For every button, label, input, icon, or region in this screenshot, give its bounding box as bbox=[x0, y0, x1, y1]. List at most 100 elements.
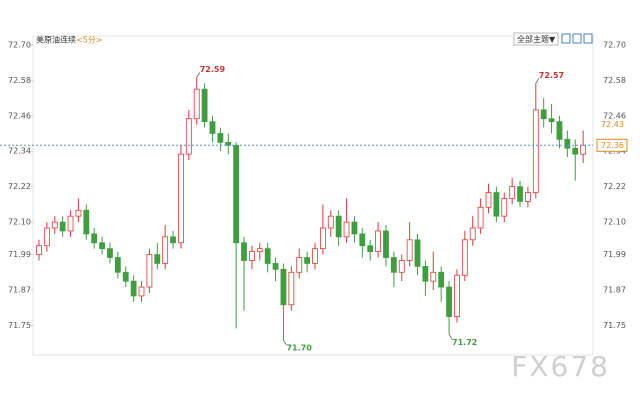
candle-body bbox=[43, 227, 50, 247]
candle-body bbox=[193, 88, 200, 120]
candle-body bbox=[296, 257, 303, 273]
watermark: FX678 bbox=[511, 350, 610, 383]
theme-button-label[interactable]: 全部主题▼ bbox=[517, 34, 556, 44]
candle-body bbox=[217, 133, 224, 143]
annotation: 71.70 bbox=[286, 344, 312, 353]
candle-body bbox=[319, 227, 326, 250]
candle-body bbox=[406, 239, 413, 261]
candle-body bbox=[367, 245, 374, 253]
candle-body bbox=[233, 144, 240, 244]
y-tick-label-right: 71.99 bbox=[603, 250, 626, 259]
candle-body bbox=[99, 242, 105, 250]
annotation-pointer bbox=[283, 340, 287, 346]
candle-body bbox=[556, 121, 563, 140]
candle-body bbox=[422, 265, 429, 282]
ma-price-label: 72.43 bbox=[601, 120, 624, 129]
candle-body bbox=[209, 121, 216, 134]
last-price-box bbox=[596, 138, 628, 152]
candle-body bbox=[390, 257, 397, 273]
candle-body bbox=[548, 118, 555, 123]
candle-body bbox=[351, 221, 358, 235]
y-tick-label: 72.46 bbox=[8, 111, 31, 120]
symbol: 美原油连续 bbox=[36, 35, 76, 45]
candle-body bbox=[414, 239, 421, 267]
y-tick-label-right: 72.10 bbox=[603, 218, 626, 227]
candle-body bbox=[572, 147, 579, 155]
annotation-pointer bbox=[535, 78, 540, 84]
candle-body bbox=[170, 236, 176, 244]
candle-body bbox=[501, 198, 508, 217]
candle-body bbox=[51, 221, 58, 229]
candle-body bbox=[67, 215, 74, 232]
candle-body bbox=[59, 221, 66, 232]
candle-body bbox=[509, 186, 516, 199]
annotation-pointer bbox=[448, 334, 453, 340]
candle-body bbox=[36, 245, 42, 255]
candle-body bbox=[469, 227, 476, 241]
candle-body bbox=[264, 248, 271, 264]
last-price-label: 72.36 bbox=[601, 141, 624, 150]
candle-body bbox=[83, 209, 90, 235]
y-tick-label-right: 72.46 bbox=[603, 111, 626, 120]
candle-body bbox=[359, 233, 366, 247]
zoom-in[interactable] bbox=[561, 33, 571, 44]
candle-body bbox=[288, 271, 295, 306]
candle-body bbox=[138, 286, 145, 297]
candle-body bbox=[327, 215, 334, 229]
theme-button[interactable] bbox=[513, 32, 559, 46]
period: <5分> bbox=[76, 36, 103, 45]
y-tick-label: 71.99 bbox=[8, 250, 31, 259]
y-tick-label: 71.75 bbox=[8, 321, 31, 330]
candle-body bbox=[249, 251, 255, 261]
y-tick-label-right: 72.70 bbox=[603, 40, 626, 49]
y-tick-label: 72.22 bbox=[8, 182, 31, 191]
candle-body bbox=[517, 186, 523, 202]
candle-body bbox=[564, 138, 571, 149]
y-tick-label: 72.58 bbox=[8, 76, 31, 85]
candle-body bbox=[272, 263, 279, 270]
candle-body bbox=[398, 260, 405, 273]
settings[interactable] bbox=[583, 33, 593, 44]
candle-body bbox=[493, 192, 500, 217]
candle-body bbox=[477, 206, 484, 229]
candle-body bbox=[383, 230, 389, 258]
candle-body bbox=[438, 271, 445, 288]
y-tick-label-right: 72.58 bbox=[603, 76, 626, 85]
candle-body bbox=[304, 257, 311, 264]
candle-body bbox=[540, 109, 547, 120]
candle-body bbox=[446, 286, 452, 318]
candle-body bbox=[178, 153, 184, 244]
annotation: 72.59 bbox=[200, 65, 226, 74]
y-tick-label: 72.34 bbox=[8, 147, 31, 156]
plot-frame bbox=[32, 35, 594, 356]
y-tick-label: 72.10 bbox=[8, 218, 31, 227]
candle-body bbox=[485, 192, 492, 208]
candle-body bbox=[256, 248, 263, 253]
y-tick-label-right: 71.75 bbox=[603, 321, 626, 330]
candle-body bbox=[91, 233, 98, 244]
candle-body bbox=[430, 271, 437, 282]
candle-body bbox=[154, 254, 161, 264]
annotation-pointer bbox=[196, 72, 200, 78]
candle-body bbox=[461, 239, 468, 276]
candle-body bbox=[241, 242, 247, 261]
annotation: 71.72 bbox=[452, 338, 477, 347]
candle-body bbox=[580, 144, 587, 155]
y-tick-label-right: 71.87 bbox=[603, 286, 626, 295]
candle-body bbox=[201, 88, 208, 123]
annotation: 72.57 bbox=[539, 71, 564, 80]
candle-body bbox=[107, 248, 113, 258]
y-tick-label: 71.87 bbox=[8, 286, 31, 295]
candle-body bbox=[454, 274, 460, 318]
y-tick-label-right: 72.22 bbox=[603, 182, 626, 191]
zoom-out[interactable] bbox=[572, 33, 582, 44]
candle-body bbox=[122, 271, 129, 282]
candle-body bbox=[162, 236, 169, 264]
candle-body bbox=[280, 268, 287, 306]
y-tick-label: 72.70 bbox=[8, 40, 31, 49]
candle-body bbox=[185, 118, 192, 155]
candle-body bbox=[130, 280, 137, 297]
candle-body bbox=[312, 248, 318, 264]
candle-body bbox=[146, 254, 153, 288]
